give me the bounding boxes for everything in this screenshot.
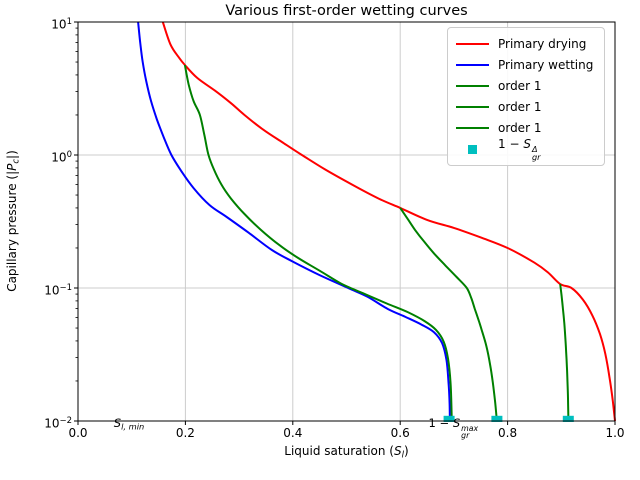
legend: Primary drying Primary wetting order 1 orde… <box>447 27 605 166</box>
series-order-1-3 <box>399 207 498 422</box>
legend-label: Primary drying <box>498 36 587 51</box>
series-primary-wetting-1 <box>137 21 451 422</box>
legend-label: order 1 <box>498 100 542 115</box>
legend-entry: Primary drying <box>456 34 596 54</box>
y-tick-label: 100 <box>51 150 72 165</box>
legend-entry: order 1 <box>456 118 596 138</box>
line-swatch <box>456 127 489 130</box>
x-tick-label: 0.8 <box>498 426 518 440</box>
series-order-1-4 <box>559 283 570 422</box>
legend-entry: order 1 <box>456 76 596 96</box>
y-tick-label: 10−2 <box>44 416 72 431</box>
legend-entry: Primary wetting <box>456 55 596 75</box>
math-stack: max gr <box>461 423 479 441</box>
legend-line-sample <box>456 127 489 130</box>
x-tick-label: 0.4 <box>283 426 303 440</box>
marker-square <box>443 415 455 422</box>
legend-line-sample <box>456 106 489 109</box>
chart-title: Various first-order wetting curves <box>225 3 468 19</box>
x-tick-label: 0.0 <box>68 426 88 440</box>
series-order-1-2 <box>183 64 453 422</box>
legend-line-sample <box>456 84 489 87</box>
y-tick-label: 10−1 <box>44 283 72 298</box>
legend-label: Primary wetting <box>498 57 594 72</box>
plot-border <box>77 21 616 422</box>
legend-line-sample <box>456 42 489 45</box>
legend-line-sample <box>456 63 489 66</box>
x-tick-label: 1.0 <box>605 426 625 440</box>
series-primary-drying-0 <box>161 21 616 422</box>
line-swatch <box>456 63 489 66</box>
marker-square <box>491 415 503 422</box>
legend-entry: order 1 <box>456 97 596 117</box>
line-swatch <box>456 106 489 109</box>
marker-square <box>562 415 574 422</box>
x-axis-label: Liquid saturation (Sl) <box>284 444 409 461</box>
y-tick-label: 101 <box>51 17 72 32</box>
legend-label: order 1 <box>498 121 542 136</box>
legend-label: order 1 <box>498 78 542 93</box>
y-axis-label: Capillary pressure (|Pc|) <box>5 150 22 292</box>
annotation: Sl, min <box>113 416 145 432</box>
square-swatch <box>468 144 477 154</box>
x-tick-label: 0.6 <box>390 426 410 440</box>
line-swatch <box>456 84 489 87</box>
legend-marker-sample <box>456 144 489 154</box>
x-tick-label: 0.2 <box>175 426 195 440</box>
line-swatch <box>456 42 489 45</box>
